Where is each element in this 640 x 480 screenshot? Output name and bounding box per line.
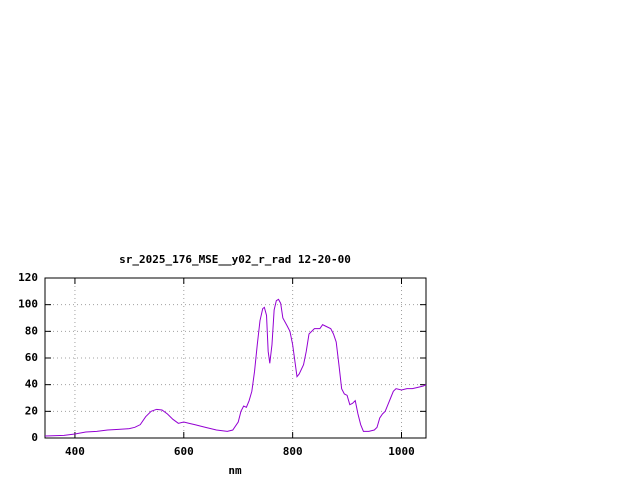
x-tick-label: 600 xyxy=(174,445,194,458)
chart-title: sr_2025_176_MSE__y02_r_rad 12-20-00 xyxy=(119,253,351,266)
y-tick-label: 20 xyxy=(25,404,38,417)
x-axis-label: nm xyxy=(228,464,242,477)
x-tick-label: 1000 xyxy=(388,445,415,458)
y-tick-label: 120 xyxy=(18,271,38,284)
plot-frame xyxy=(44,277,427,439)
y-tick-label: 80 xyxy=(25,324,38,337)
y-tick-label: 40 xyxy=(25,378,38,391)
data-line xyxy=(44,298,427,437)
y-tick-label: 0 xyxy=(31,431,38,444)
x-tick-label: 800 xyxy=(283,445,303,458)
x-tick-label: 400 xyxy=(65,445,85,458)
y-tick-label: 60 xyxy=(25,351,38,364)
y-tick-label: 100 xyxy=(18,298,38,311)
